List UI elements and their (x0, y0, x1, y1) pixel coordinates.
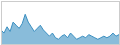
line (1, 14, 119, 39)
plot-frame (1, 1, 119, 44)
chart-svg (0, 0, 120, 45)
area-fill (1, 14, 119, 44)
marks (1, 14, 119, 44)
plot-area (1, 1, 119, 44)
chart-container (0, 0, 120, 45)
